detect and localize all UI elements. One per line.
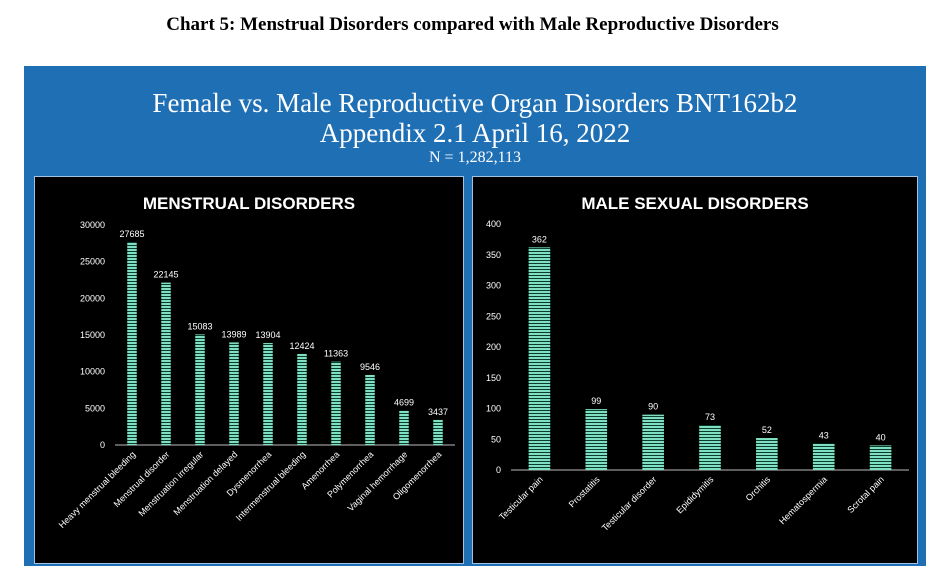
data-label: 12424 (289, 341, 314, 351)
category-label: Epididymitis (674, 474, 715, 515)
panel-title-line2: Appendix 2.1 April 16, 2022 (319, 118, 631, 148)
bar (812, 443, 835, 470)
data-label: 15083 (187, 321, 212, 331)
bar (756, 438, 778, 470)
data-label: 90 (648, 402, 658, 412)
y-tick-label: 25000 (80, 257, 105, 267)
bar (263, 343, 273, 445)
bar (161, 282, 171, 445)
y-tick-label: 300 (486, 281, 501, 291)
chart-panel: Female vs. Male Reproductive Organ Disor… (24, 66, 926, 566)
category-label: Scrotal pain (845, 474, 886, 515)
bar (528, 247, 551, 470)
category-label: Testicular pain (497, 474, 545, 522)
y-tick-label: 50 (491, 434, 501, 444)
category-label: Hematospermia (777, 474, 829, 526)
chart-title: MALE SEXUAL DISORDERS (581, 194, 808, 213)
bar (433, 419, 443, 445)
data-label: 27685 (119, 229, 144, 239)
data-label: 362 (532, 234, 547, 244)
category-label: Testicular disorder (600, 474, 659, 533)
y-tick-label: 5000 (85, 403, 105, 413)
category-label: Prostatitis (567, 474, 602, 509)
y-tick-label: 20000 (80, 293, 105, 303)
y-tick-label: 400 (486, 219, 501, 229)
male-sexual-disorders-svg: MALE SEXUAL DISORDERS 0 50 100 150 200 250 300 3… (486, 194, 909, 533)
category-label: Intermenstrual bleeding (234, 449, 308, 523)
category-label: Menstruation irregular (136, 449, 205, 518)
y-tick-label: 250 (486, 311, 501, 321)
male-sexual-disorders-chart: MALE SEXUAL DISORDERS 0 50 100 150 200 250 300 3… (472, 176, 918, 564)
bar (585, 409, 608, 470)
menstrual-disorders-chart: MENSTRUAL DISORDERS 0 5000 10000 15000 20000 2… (34, 176, 464, 564)
data-label: 13904 (255, 330, 280, 340)
bar (127, 241, 137, 445)
category-label: Vaginal hemorrhage (345, 449, 409, 513)
menstrual-disorders-svg: MENSTRUAL DISORDERS 0 5000 10000 15000 20000 2… (57, 194, 455, 530)
y-tick-label: 350 (486, 250, 501, 260)
data-label: 9546 (360, 362, 380, 372)
bar (297, 353, 307, 445)
panel-title-line1: Female vs. Male Reproductive Organ Disor… (152, 88, 798, 118)
data-label: 99 (591, 396, 601, 406)
data-label: 4699 (394, 398, 414, 408)
category-label: Menstruation delayed (171, 449, 239, 517)
bar (642, 414, 664, 470)
bar (195, 334, 205, 445)
data-label: 3437 (428, 407, 448, 417)
data-label: 11363 (324, 349, 348, 359)
y-tick-label: 0 (100, 440, 105, 450)
bar (331, 361, 341, 445)
y-tick-label: 10000 (80, 367, 105, 377)
y-tick-label: 200 (486, 342, 501, 352)
y-tick-label: 100 (486, 404, 501, 414)
y-tick-label: 150 (486, 373, 501, 383)
y-tick-label: 0 (496, 465, 501, 475)
bar (399, 410, 409, 445)
bar (229, 342, 239, 445)
y-tick-label: 15000 (80, 330, 105, 340)
bar (365, 374, 375, 445)
bar (699, 425, 721, 470)
category-label: Orchitis (744, 474, 773, 503)
data-label: 22145 (153, 270, 178, 280)
data-label: 43 (819, 431, 829, 441)
chart-title: MENSTRUAL DISORDERS (143, 194, 355, 213)
data-label: 73 (705, 412, 715, 422)
bar (869, 445, 892, 470)
data-label: 13989 (221, 329, 246, 339)
document-caption: Chart 5: Menstrual Disorders compared wi… (166, 14, 779, 35)
data-label: 52 (762, 425, 772, 435)
y-tick-label: 30000 (80, 220, 105, 230)
data-label: 40 (876, 432, 886, 442)
panel-subtitle: N = 1,282,113 (429, 149, 521, 166)
